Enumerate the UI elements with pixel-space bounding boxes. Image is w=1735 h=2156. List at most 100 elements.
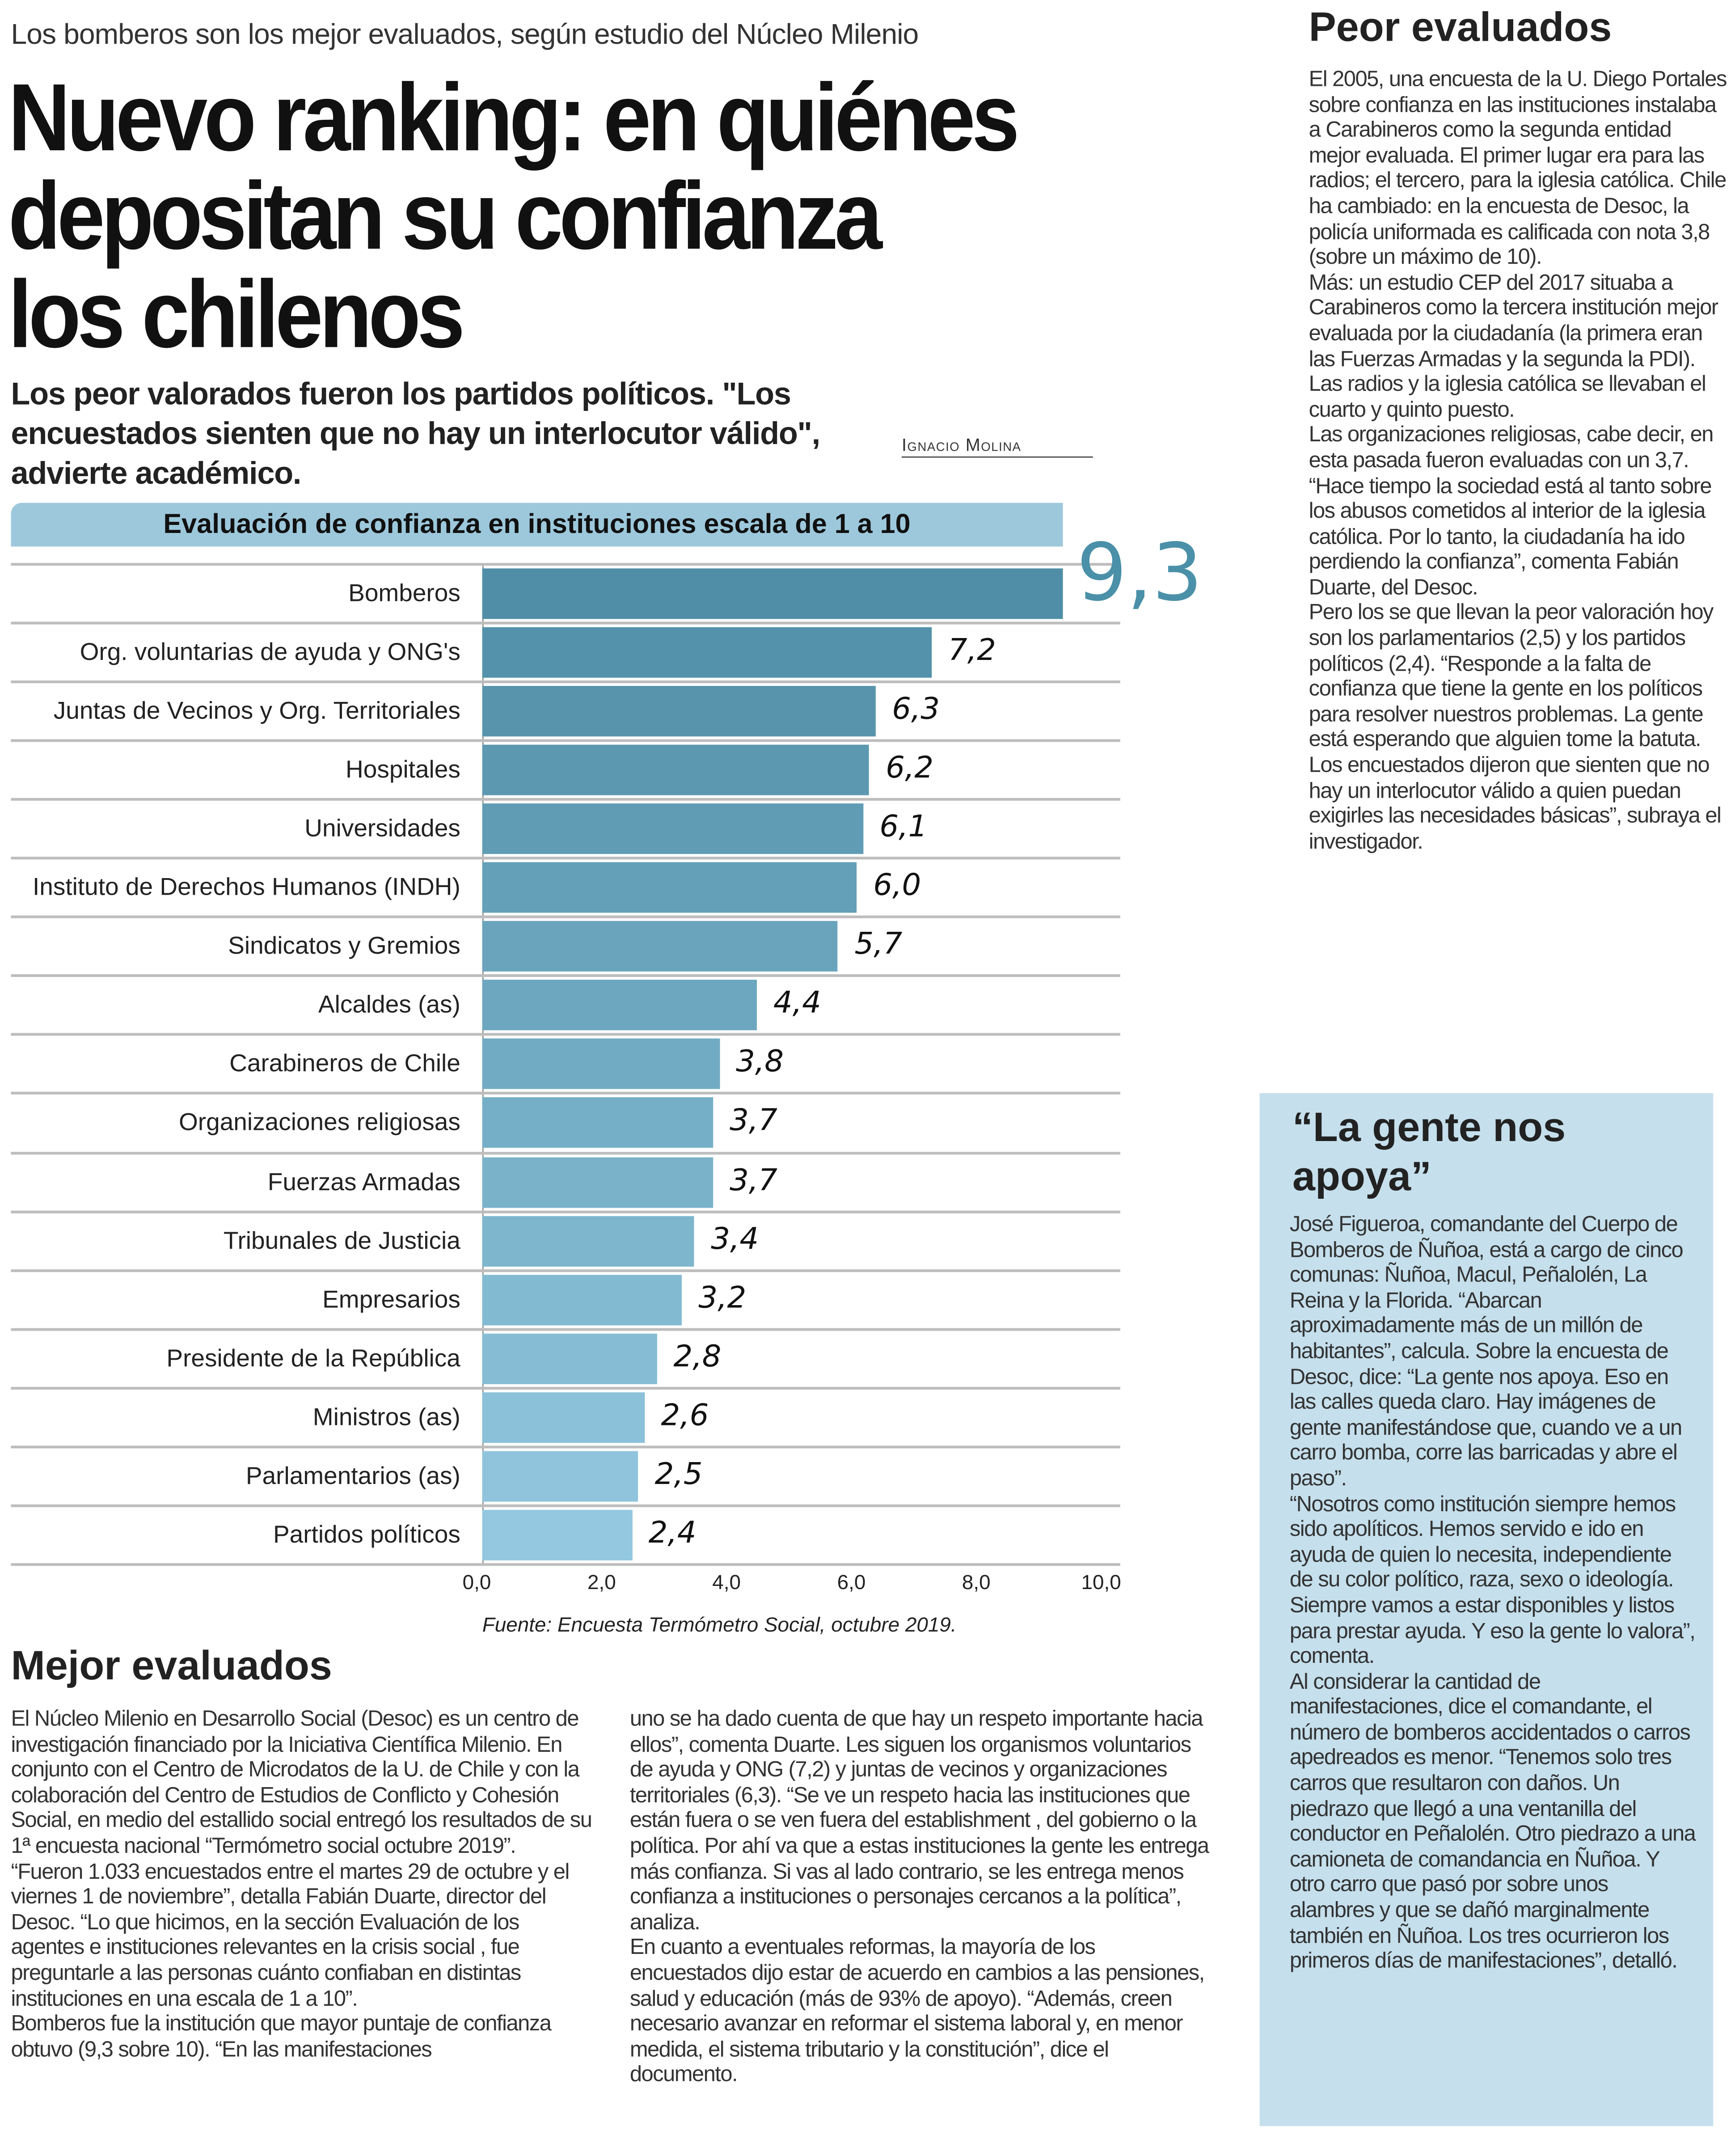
bar xyxy=(482,1509,632,1560)
category-label: Alcaldes (as) xyxy=(318,991,460,1019)
category-label: Bomberos xyxy=(348,579,460,607)
value-label: 3,2 xyxy=(698,1281,747,1315)
paragraph: Pero los se que llevan la peor valoració… xyxy=(1309,602,1722,854)
chart-source: Fuente: Encuesta Termómetro Social, octu… xyxy=(482,1614,957,1637)
category-label: Sindicatos y Gremios xyxy=(228,932,460,960)
article-column-peor: El 2005, una encuesta de la U. Diego Por… xyxy=(1309,68,1727,856)
bar xyxy=(482,1215,695,1266)
x-tick-label: 8,0 xyxy=(962,1571,991,1595)
category-label: Ministros (as) xyxy=(312,1403,460,1430)
value-label: 9,3 xyxy=(1076,526,1203,619)
gridline xyxy=(11,916,1120,919)
category-label: Fuerzas Armadas xyxy=(267,1167,460,1195)
bar xyxy=(482,568,1063,619)
x-tick-label: 4,0 xyxy=(712,1571,741,1595)
headline-line: Nuevo ranking: en quiénes xyxy=(8,64,1020,171)
bar xyxy=(482,1333,657,1384)
gridline xyxy=(11,1327,1120,1331)
category-label: Partidos políticos xyxy=(273,1520,460,1548)
category-label: Organizaciones religiosas xyxy=(179,1108,460,1136)
gridline xyxy=(11,621,1120,625)
bar xyxy=(482,744,870,796)
value-label: 3,8 xyxy=(736,1046,784,1080)
paragraph: En cuanto a eventuales reformas, la mayo… xyxy=(629,1936,1205,2087)
headline-line: los chilenos xyxy=(8,261,465,368)
byline: Ignacio Molina xyxy=(901,435,1093,458)
paragraph: José Figueroa, comandante del Cuerpo de … xyxy=(1289,1213,1684,1491)
category-label: Juntas de Vecinos y Org. Territoriales xyxy=(53,697,460,724)
x-tick-label: 6,0 xyxy=(837,1571,866,1595)
sidebar-box: “La gente nos apoya” José Figueroa, coma… xyxy=(1259,1093,1714,2126)
gridline xyxy=(11,1151,1120,1154)
bar xyxy=(482,1156,713,1208)
section-heading-peor: Peor evaluados xyxy=(1309,5,1612,51)
gridline xyxy=(11,1092,1120,1095)
bar xyxy=(482,980,757,1031)
gridline xyxy=(11,1268,1120,1272)
value-label: 2,8 xyxy=(673,1340,722,1374)
bar xyxy=(482,803,863,854)
article-column-2: uno se ha dado cuenta de que hay un resp… xyxy=(630,1708,1215,2089)
bar xyxy=(482,1450,638,1501)
bar xyxy=(482,686,876,737)
bar xyxy=(482,1392,645,1443)
value-label: 7,2 xyxy=(948,634,996,668)
kicker: Los bomberos son los mejor evaluados, se… xyxy=(11,19,919,51)
paragraph: Bomberos fue la institución que mayor pu… xyxy=(11,2012,551,2062)
gridline xyxy=(11,739,1120,742)
paragraph: Más: un estudio CEP del 2017 situaba a C… xyxy=(1309,271,1719,422)
article-column-1: El Núcleo Milenio en Desarrollo Social (… xyxy=(11,1708,595,2064)
box-heading: “La gente nos apoya” xyxy=(1292,1105,1566,1200)
gridline xyxy=(11,1504,1120,1507)
gridline xyxy=(11,1386,1120,1389)
category-label: Instituto de Derechos Humanos (INDH) xyxy=(32,873,460,901)
value-label: 3,7 xyxy=(730,1104,778,1139)
category-label: Tribunales de Justicia xyxy=(223,1226,460,1254)
box-body: José Figueroa, comandante del Cuerpo de … xyxy=(1290,1213,1697,1976)
chart-title: Evaluación de confianza en instituciones… xyxy=(11,503,1063,547)
gridline xyxy=(11,857,1120,860)
value-label: 2,6 xyxy=(661,1399,709,1433)
category-label: Org. voluntarias de ayuda y ONG's xyxy=(80,638,460,666)
value-label: 2,5 xyxy=(654,1457,703,1492)
value-label: 4,4 xyxy=(773,987,821,1021)
gridline xyxy=(11,1210,1120,1213)
paragraph: Las organizaciones religiosas, cabe deci… xyxy=(1309,424,1714,600)
gridline xyxy=(11,563,1120,566)
paragraph: El 2005, una encuesta de la U. Diego Por… xyxy=(1309,68,1727,270)
category-label: Empresarios xyxy=(322,1285,460,1313)
x-tick-label: 2,0 xyxy=(587,1571,616,1595)
category-label: Parlamentarios (as) xyxy=(245,1462,460,1489)
value-label: 6,3 xyxy=(892,693,940,727)
paragraph: Al considerar la cantidad de manifestaci… xyxy=(1289,1670,1696,1974)
section-heading-mejor: Mejor evaluados xyxy=(11,1644,332,1689)
category-label: Presidente de la República xyxy=(166,1344,460,1372)
gridline xyxy=(11,1445,1120,1448)
value-label: 2,4 xyxy=(648,1516,697,1551)
paragraph: El Núcleo Milenio en Desarrollo Social (… xyxy=(11,1708,592,1859)
gridline xyxy=(11,1033,1120,1036)
deck: Los peor valorados fueron los partidos p… xyxy=(11,376,820,491)
gridline xyxy=(11,798,1120,801)
headline-line: depositan su confianza xyxy=(8,162,882,270)
category-label: Universidades xyxy=(304,814,460,842)
value-label: 6,2 xyxy=(886,752,934,786)
bar xyxy=(482,862,857,913)
value-label: 3,7 xyxy=(730,1163,778,1198)
headline: Nuevo ranking: en quiénes depositan su c… xyxy=(8,68,1237,364)
gridline xyxy=(11,681,1120,684)
gridline xyxy=(11,974,1120,978)
paragraph: uno se ha dado cuenta de que hay un resp… xyxy=(629,1708,1209,1935)
x-tick-label: 10,0 xyxy=(1081,1571,1121,1595)
value-label: 3,4 xyxy=(711,1222,759,1257)
x-tick-label: 0,0 xyxy=(462,1571,491,1595)
paragraph: “Fueron 1.033 encuestados entre el marte… xyxy=(11,1860,570,2011)
bar xyxy=(482,1098,713,1149)
value-label: 5,7 xyxy=(854,928,903,963)
value-label: 6,0 xyxy=(873,869,921,904)
category-label: Hospitales xyxy=(346,756,460,783)
bar xyxy=(482,921,838,972)
category-label: Carabineros de Chile xyxy=(229,1050,460,1078)
gridline xyxy=(11,1563,1120,1566)
